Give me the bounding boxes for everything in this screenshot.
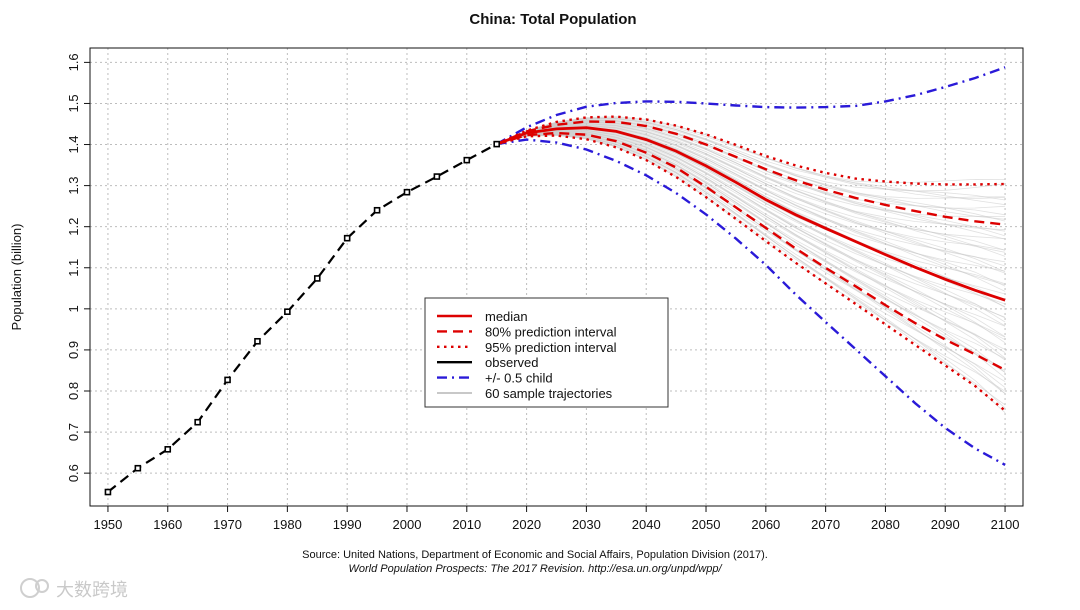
observed-point <box>463 156 471 164</box>
x-tick-label: 1970 <box>213 517 242 532</box>
y-axis-label: Population (billion) <box>9 224 24 331</box>
y-tick-label: 1.1 <box>66 259 81 277</box>
y-tick-label: 0.9 <box>66 341 81 359</box>
x-tick-label: 1990 <box>333 517 362 532</box>
sample-trajectories <box>496 116 1006 413</box>
median-line <box>496 126 1006 302</box>
sample-trajectory-line <box>496 124 1006 274</box>
plot-frame <box>89 47 1024 507</box>
observed-point <box>373 206 381 214</box>
observed-line <box>107 143 498 493</box>
legend-label: 60 sample trajectories <box>485 386 613 401</box>
y-tick-label: 1.2 <box>66 218 81 236</box>
x-tick-label: 1950 <box>93 517 122 532</box>
80-prediction-interval-upper-line <box>496 120 1006 226</box>
y-tick-label: 0.8 <box>66 382 81 400</box>
x-tick-label: 2070 <box>811 517 840 532</box>
observed-point <box>433 173 441 180</box>
x-tick-label: 1980 <box>273 517 302 532</box>
x-tick-label: 2030 <box>572 517 601 532</box>
observed-point <box>164 446 172 453</box>
x-tick-label: 2020 <box>512 517 541 532</box>
y-tick-label: 1.6 <box>66 53 81 71</box>
legend-label: +/- 0.5 child <box>485 371 553 386</box>
x-tick-label: 2100 <box>991 517 1020 532</box>
observed-point <box>493 140 500 148</box>
observed-point <box>254 337 261 345</box>
x-tick-label: 2040 <box>632 517 661 532</box>
axes: 1950 1960 1970 1980 1990 2000 2010 2020 2030 2040… <box>66 53 1020 532</box>
sample-trajectory-line <box>496 127 1006 295</box>
observed-point <box>224 376 231 384</box>
sample-trajectory-line <box>496 127 1006 285</box>
x-tick-label: 2080 <box>871 517 900 532</box>
grid <box>90 48 1023 506</box>
95-prediction-interval-lower-line <box>496 134 1006 412</box>
y-tick-label: 0.6 <box>66 464 81 482</box>
source-line-1: Source: United Nations, Department of Ec… <box>302 549 768 561</box>
y-tick-label: 1.3 <box>66 177 81 195</box>
y-tick-label: 0.7 <box>66 423 81 441</box>
x-tick-label: 2060 <box>751 517 780 532</box>
x-tick-label: 2010 <box>452 517 481 532</box>
x-tick-label: 1960 <box>153 517 182 532</box>
sample-trajectory-line <box>496 116 1006 184</box>
observed-point <box>194 418 201 426</box>
legend-label: observed <box>485 355 538 370</box>
y-tick-label: 1 <box>66 305 81 312</box>
chart-title: China: Total Population <box>469 11 636 28</box>
watermark-logo-icon <box>20 578 49 598</box>
sample-trajectory-line <box>496 117 1006 200</box>
80-prediction-interval-lower-line <box>496 131 1006 372</box>
observed-point <box>343 234 351 242</box>
observed-point <box>403 188 411 196</box>
source-line-2: World Population Prospects: The 2017 Rev… <box>349 563 723 575</box>
observed-point <box>313 275 321 282</box>
-0-5-child-upper-line <box>496 66 1006 146</box>
legend-label: 95% prediction interval <box>485 340 617 355</box>
-0-5-child-lower-line <box>496 138 1006 466</box>
observed-point <box>104 488 112 496</box>
sample-trajectory-line <box>496 126 1006 286</box>
y-tick-label: 1.5 <box>66 94 81 112</box>
legend-label: 80% prediction interval <box>485 324 617 339</box>
x-tick-label: 2090 <box>931 517 960 532</box>
y-tick-label: 1.4 <box>66 135 81 153</box>
sample-trajectory-line <box>496 129 1006 323</box>
sample-trajectory-line <box>496 125 1006 272</box>
series-lines <box>104 66 1006 496</box>
observed-point <box>134 464 142 472</box>
observed-point <box>284 308 291 316</box>
legend-label: median <box>485 309 528 324</box>
x-tick-label: 2050 <box>692 517 721 532</box>
watermark-text: 大数跨境 <box>56 580 128 601</box>
x-tick-label: 2000 <box>393 517 422 532</box>
